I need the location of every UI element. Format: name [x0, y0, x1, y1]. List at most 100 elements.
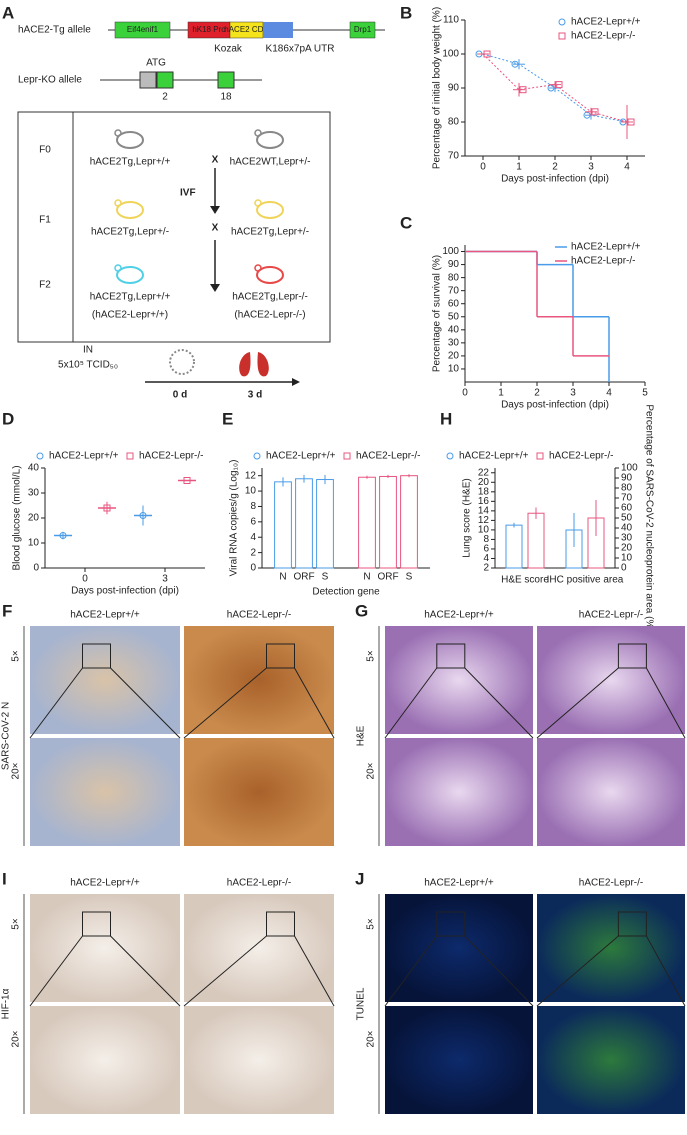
panel-letter: H	[440, 409, 452, 428]
zoom-line	[464, 935, 534, 1007]
marker	[183, 477, 191, 484]
mouse-icon	[116, 266, 144, 284]
y-tick-label: 30	[448, 337, 460, 348]
micrograph	[537, 1006, 685, 1114]
micrograph	[184, 1006, 334, 1114]
stain-label: H&E	[356, 725, 367, 746]
row-label: 20×	[366, 762, 377, 779]
mouse-icon	[256, 266, 284, 284]
panel-letter: I	[2, 869, 7, 888]
legend-entry: hACE2-Lepr+/+	[571, 17, 641, 28]
marker	[511, 60, 519, 68]
panel-letter: B	[400, 3, 412, 22]
legend-entry: hACE2-Lepr-/-	[139, 451, 203, 462]
zoom-line	[645, 935, 686, 1007]
y2-tick-label: 100	[621, 463, 638, 474]
y-tick-label: 20	[478, 477, 490, 488]
y-tick-label: 50	[448, 311, 460, 322]
virus-icon	[169, 349, 195, 375]
allele-label: Lepr-KO allele	[18, 75, 82, 86]
mouse-ear	[254, 129, 262, 137]
genotype: hACE2Tg,Lepr+/-	[91, 227, 169, 238]
panel-letter: D	[2, 409, 14, 428]
gene-box	[349, 21, 376, 39]
y2-tick-label: 0	[621, 563, 627, 574]
y-tick-label: 10	[448, 364, 460, 375]
marker	[591, 108, 599, 116]
bar	[505, 524, 523, 569]
micrograph	[385, 894, 533, 1002]
x-tick-label: 4	[606, 388, 612, 399]
micrograph	[30, 1006, 180, 1114]
y-axis-label: Blood glucose (mmol/L)	[12, 465, 23, 570]
x-axis-label: Detection gene	[312, 587, 380, 598]
bar	[274, 481, 292, 569]
mean-line	[482, 53, 628, 123]
x-tick-label: 3	[162, 574, 168, 585]
y-tick-label: 10	[478, 525, 490, 536]
zoom-line	[384, 935, 438, 1007]
y-tick-label: 0	[33, 563, 39, 574]
route: IN	[83, 345, 93, 356]
y-tick-label: 8	[483, 534, 489, 545]
row-label: 20×	[366, 1030, 377, 1047]
zoom-line	[645, 667, 686, 739]
micrograph	[537, 626, 685, 734]
micrograph	[385, 738, 533, 846]
y2-tick-label: 70	[621, 493, 633, 504]
y-tick-label: 12	[478, 515, 490, 526]
marker	[558, 32, 566, 40]
kozak-label: Kozak	[214, 44, 243, 55]
row-label: 20×	[11, 762, 22, 779]
zoom-box	[82, 911, 111, 937]
zoom-line	[536, 935, 619, 1007]
mouse-ear	[114, 199, 122, 207]
x-tick-label: 0	[462, 388, 468, 399]
y2-tick-label: 60	[621, 503, 633, 514]
mouse-ear	[254, 264, 262, 272]
panel-letter: A	[2, 3, 14, 22]
x-tick-label: 3	[588, 162, 594, 173]
panel-letter: G	[355, 601, 368, 620]
mouse-ear	[254, 199, 262, 207]
marker	[483, 50, 491, 58]
zoom-line	[183, 667, 267, 739]
legend-entry: hACE2-Lepr+/+	[571, 242, 641, 253]
time-label: 3 d	[248, 390, 262, 401]
column-label: hACE2-Lepr-/-	[579, 610, 643, 621]
arrow-head	[210, 284, 220, 292]
row-label: 20×	[11, 1030, 22, 1047]
y-tick-label: 8	[250, 501, 256, 512]
genotype: hACE2Tg,Lepr+/+	[90, 157, 171, 168]
y-tick-label: 14	[478, 505, 490, 516]
x-tick-label: S	[322, 572, 329, 583]
y-tick-label: 18	[478, 486, 490, 497]
y-tick-label: 12	[245, 470, 257, 481]
y-tick-label: 70	[448, 285, 460, 296]
y-tick-label: 4	[250, 532, 256, 543]
generation: F1	[39, 215, 51, 226]
y-tick-label: 20	[448, 351, 460, 362]
y-tick-label: 22	[478, 467, 490, 478]
y-axis-label: Percentage of initial body weight (%)	[432, 7, 443, 169]
marker	[139, 512, 147, 519]
marker	[103, 504, 111, 512]
y-axis-label: Viral RNA copies/g (Log₁₀)	[229, 460, 240, 577]
panel-letter: C	[400, 213, 412, 232]
bar	[295, 478, 313, 569]
x-tick-label: N	[363, 572, 370, 583]
zoom-line	[294, 935, 335, 1007]
gene-label: hK18 Pro	[192, 25, 226, 34]
genotype-note: (hACE2-Lepr+/+)	[92, 310, 168, 321]
utr-box	[263, 22, 293, 38]
panel-letter: F	[2, 601, 12, 620]
zoom-line	[110, 935, 181, 1007]
zoom-line	[464, 667, 534, 739]
bar	[527, 512, 545, 569]
generation: F0	[39, 145, 51, 156]
utr-label: K186x7pA UTR	[266, 44, 335, 55]
x-tick-label: 3	[570, 388, 576, 399]
panel-letter: J	[355, 869, 364, 888]
y-tick-label: 80	[448, 272, 460, 283]
